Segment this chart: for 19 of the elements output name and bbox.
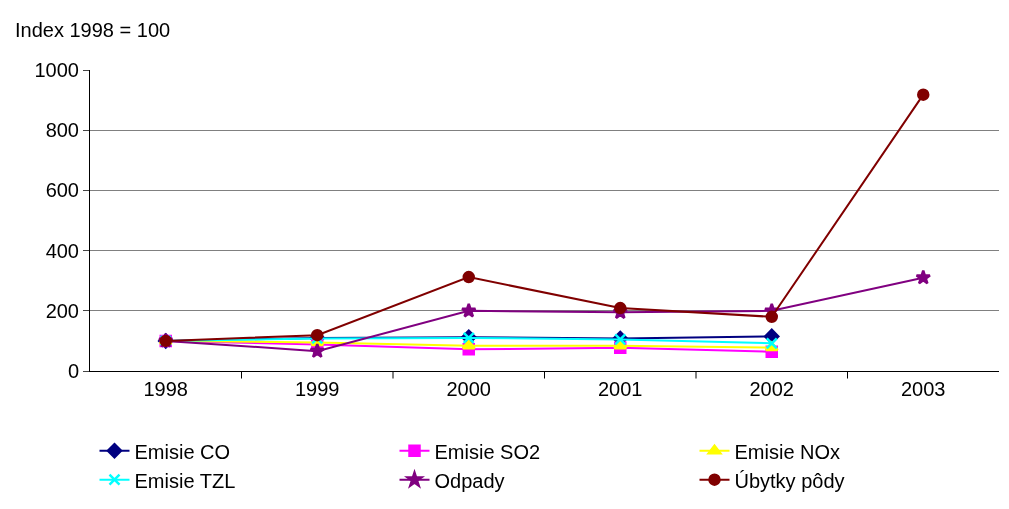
y-tick-label: 800 xyxy=(45,119,79,142)
y-tick-label: 200 xyxy=(45,299,79,322)
legend-label: Odpady xyxy=(434,469,505,492)
y-tick-label: 0 xyxy=(67,360,79,382)
x-tick-label: 2002 xyxy=(749,378,794,400)
y-tick-label: 600 xyxy=(45,179,79,202)
x-tick-label: 2000 xyxy=(446,378,491,400)
x-tick-label: 1998 xyxy=(143,378,188,400)
y-axis-title: Index 1998 = 100 xyxy=(15,19,171,41)
legend-label: Emisie CO xyxy=(134,440,231,463)
x-tick-label: 1999 xyxy=(295,378,340,400)
legend-label: Emisie TZL xyxy=(134,469,236,492)
x-tick-label: 2003 xyxy=(901,378,946,400)
x-tick-label: 2001 xyxy=(598,378,643,400)
legend-label: Emisie NOx xyxy=(734,440,841,463)
y-tick-label: 400 xyxy=(45,239,79,262)
y-tick-label: 1000 xyxy=(34,59,79,81)
legend-label: Úbytky pôdy xyxy=(734,469,845,492)
legend-label: Emisie SO2 xyxy=(434,440,541,463)
